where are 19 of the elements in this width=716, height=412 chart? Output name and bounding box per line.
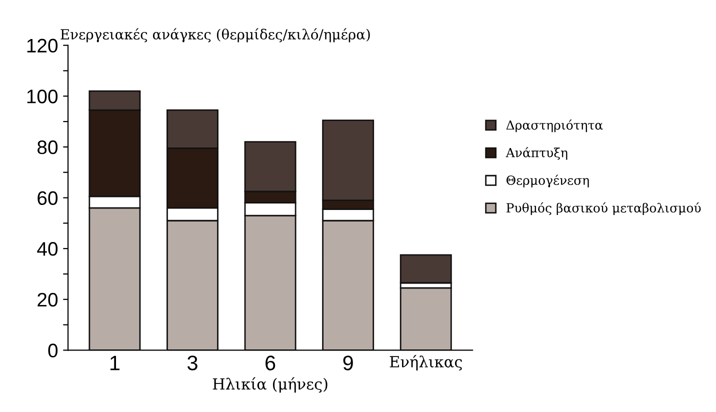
y-tick-label: 100 [27,90,58,104]
bar [400,287,452,350]
x-tick-label: 1 [110,356,120,370]
legend-label: Θερμογένεση [506,174,589,188]
y-tick-label: 80 [38,140,58,154]
legend-label: Ρυθμός βασικού μεταβολισμού [506,202,701,215]
y-tick-label: 60 [38,191,58,205]
y-tick-label: 20 [38,292,58,307]
y-tick-label: 0 [48,344,58,358]
x-tick-label: Ενήλικας [390,355,462,370]
legend-label: Δραστηριότητα [506,120,603,132]
y-axis-title: Ενεργειακές ανάγκες (θερμίδες/κιλό/ημέρα) [60,28,370,42]
x-axis-title: Ηλικία (μήνες) [212,377,328,393]
x-tick-label: 9 [343,356,353,370]
x-tick-label: 3 [187,356,198,370]
x-tick-label: 6 [266,356,276,370]
legend-label: Ανάπτυξη [506,147,568,160]
y-tick-label: 120 [27,38,58,53]
y-tick-label: 40 [37,242,58,256]
